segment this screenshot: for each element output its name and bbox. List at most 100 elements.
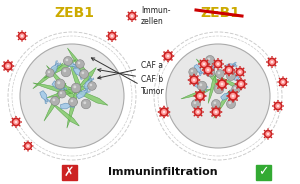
Circle shape [282, 81, 284, 83]
Circle shape [193, 74, 195, 75]
Polygon shape [221, 92, 232, 100]
Circle shape [7, 71, 9, 72]
Circle shape [229, 74, 231, 76]
Circle shape [191, 100, 200, 109]
Polygon shape [194, 64, 202, 74]
Circle shape [206, 56, 214, 65]
Polygon shape [89, 76, 91, 81]
Circle shape [27, 145, 29, 147]
Circle shape [189, 75, 191, 77]
Circle shape [195, 99, 197, 101]
Circle shape [274, 109, 275, 110]
Circle shape [163, 59, 165, 61]
Text: CAF b: CAF b [98, 69, 163, 84]
Circle shape [227, 83, 229, 85]
Circle shape [244, 79, 246, 81]
Circle shape [211, 73, 213, 75]
Circle shape [220, 83, 224, 85]
Circle shape [173, 55, 174, 57]
Circle shape [215, 61, 221, 67]
Polygon shape [84, 78, 92, 89]
Polygon shape [74, 68, 96, 94]
Circle shape [80, 70, 88, 79]
Polygon shape [73, 67, 83, 77]
Polygon shape [67, 90, 77, 128]
Circle shape [19, 125, 20, 126]
Circle shape [215, 117, 217, 118]
Circle shape [224, 65, 226, 67]
Circle shape [214, 59, 223, 68]
Circle shape [162, 55, 163, 57]
Circle shape [239, 76, 241, 78]
Circle shape [27, 140, 29, 142]
Circle shape [286, 85, 287, 86]
Circle shape [228, 99, 230, 101]
Circle shape [271, 130, 272, 131]
Circle shape [234, 69, 236, 71]
Circle shape [199, 101, 201, 103]
Circle shape [275, 103, 281, 109]
Polygon shape [47, 86, 89, 98]
Circle shape [222, 63, 224, 65]
Circle shape [271, 56, 273, 58]
Circle shape [193, 85, 195, 86]
Circle shape [194, 95, 195, 97]
Circle shape [27, 150, 29, 152]
Circle shape [63, 69, 66, 72]
Polygon shape [52, 81, 65, 91]
Polygon shape [85, 90, 90, 93]
Circle shape [135, 12, 137, 13]
Polygon shape [44, 60, 76, 78]
Polygon shape [199, 72, 201, 76]
Circle shape [265, 131, 271, 137]
Polygon shape [49, 63, 58, 75]
Polygon shape [81, 74, 85, 77]
Circle shape [211, 115, 213, 117]
Circle shape [214, 102, 216, 104]
Polygon shape [73, 66, 77, 69]
Circle shape [221, 67, 223, 68]
Circle shape [197, 106, 199, 108]
Circle shape [5, 63, 11, 69]
Circle shape [58, 90, 66, 98]
Polygon shape [65, 61, 76, 66]
Polygon shape [84, 87, 88, 91]
Circle shape [106, 35, 108, 37]
Circle shape [158, 111, 159, 113]
Circle shape [217, 87, 219, 89]
Circle shape [236, 68, 237, 69]
Circle shape [116, 35, 118, 37]
Circle shape [228, 75, 230, 76]
Circle shape [238, 81, 244, 87]
Circle shape [272, 105, 274, 107]
Polygon shape [80, 75, 82, 79]
Circle shape [21, 35, 23, 37]
Circle shape [224, 73, 226, 75]
Circle shape [202, 111, 204, 113]
Circle shape [215, 106, 217, 107]
Circle shape [199, 89, 201, 91]
Circle shape [128, 19, 129, 20]
Circle shape [216, 70, 224, 78]
Polygon shape [73, 64, 78, 65]
Circle shape [234, 87, 236, 89]
Circle shape [215, 83, 217, 85]
Circle shape [159, 115, 161, 117]
Circle shape [197, 116, 199, 118]
Polygon shape [69, 59, 81, 94]
Circle shape [159, 107, 161, 109]
Polygon shape [208, 64, 216, 74]
Circle shape [203, 68, 205, 70]
Circle shape [82, 72, 84, 74]
Circle shape [11, 118, 13, 119]
Circle shape [214, 60, 215, 61]
Circle shape [275, 65, 277, 66]
Circle shape [3, 69, 5, 71]
Circle shape [211, 107, 221, 117]
Circle shape [225, 79, 227, 81]
Circle shape [274, 102, 283, 111]
Circle shape [277, 81, 279, 83]
Circle shape [215, 111, 217, 113]
Circle shape [107, 39, 109, 40]
Circle shape [226, 95, 228, 97]
